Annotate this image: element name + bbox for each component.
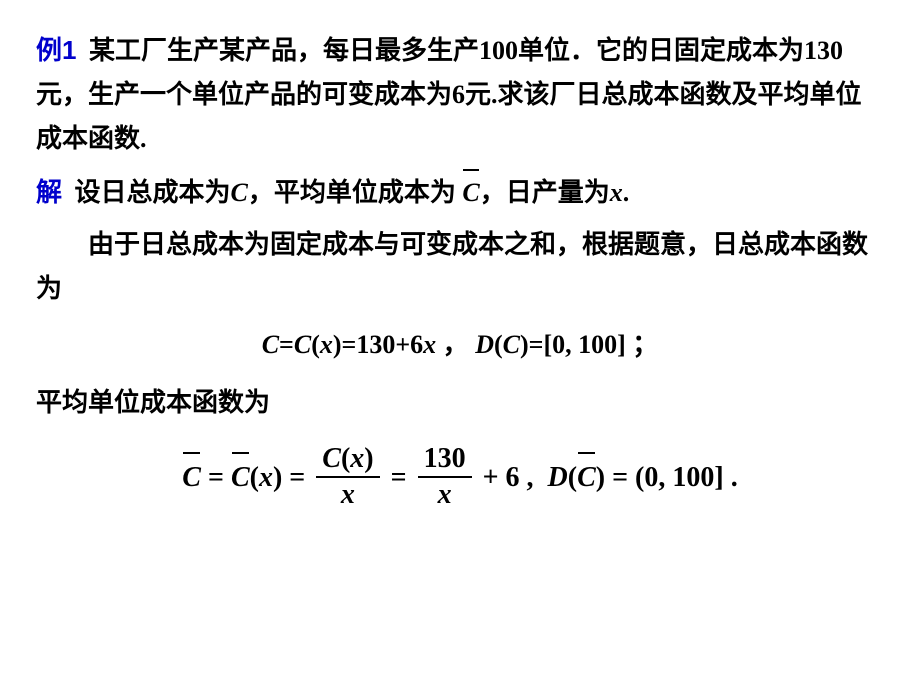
fraction-2: 130 x: [418, 444, 472, 512]
problem-text-3: 元，生产一个单位产品的可变成本为: [36, 80, 452, 109]
example-label: 例1: [36, 35, 76, 65]
solution-line-3: 平均单位成本函数为: [36, 381, 884, 425]
eq1-end: ；: [632, 330, 658, 359]
solution-label: 解: [36, 177, 62, 207]
var-Cbar: C: [462, 171, 479, 215]
sol-text-1b: ，平均单位成本为: [248, 178, 463, 207]
slide-content: 例1 某工厂生产某产品，每日最多生产100单位．它的日固定成本为130 元，生产一…: [0, 0, 920, 511]
sol-text-1a: 设日总成本为: [75, 178, 231, 207]
var-x: x: [610, 178, 623, 207]
sol-text-2: 由于日总成本为固定成本与可变成本之和，根据题意，日总成本函数为: [36, 230, 868, 303]
eq1-sep: ，: [443, 330, 469, 359]
solution-line-2: 由于日总成本为固定成本与可变成本之和，根据题意，日总成本函数为: [36, 223, 884, 311]
sol-text-3: 平均单位成本函数为: [36, 388, 270, 417]
fraction-1: C(x) x: [316, 444, 379, 512]
problem-text-2: 单位．它的日固定成本为: [518, 36, 804, 65]
problem-paragraph: 例1 某工厂生产某产品，每日最多生产100单位．它的日固定成本为130 元，生产一…: [36, 28, 884, 162]
equation-2: C = C(x) = C(x) x = 130 x + 6 , D(C) = (…: [36, 444, 884, 512]
sol-text-1c: ，日产量为: [480, 178, 610, 207]
equation-1: C=C(x)=130+6x ， D(C)=[0, 100] ；: [36, 323, 884, 367]
var-C: C: [231, 178, 248, 207]
problem-num-3: 6: [452, 80, 465, 109]
problem-num-2: 130: [804, 36, 843, 65]
solution-line-1: 解 设日总成本为C，平均单位成本为 C，日产量为x.: [36, 170, 884, 215]
problem-num-1: 100: [479, 36, 518, 65]
problem-text-1: 某工厂生产某产品，每日最多生产: [89, 36, 479, 65]
sol-text-1d: .: [623, 178, 630, 207]
